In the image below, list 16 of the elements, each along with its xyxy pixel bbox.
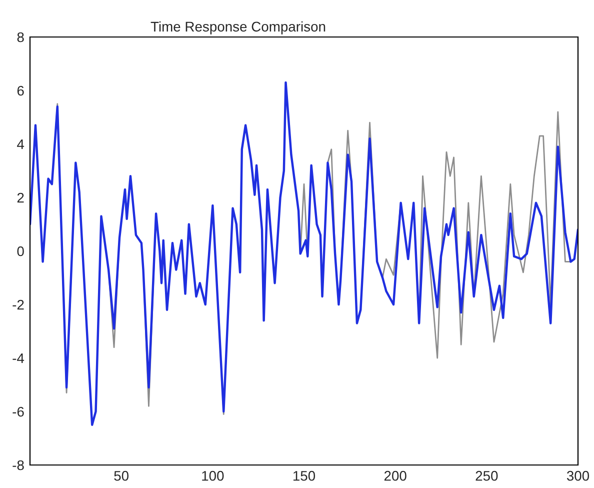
y-tick-label: -2: [12, 300, 24, 310]
x-tick-label: 300: [566, 470, 590, 481]
y-tick-label: 2: [17, 192, 24, 203]
y-tick-label: -4: [12, 353, 24, 364]
y-tick-label: 6: [17, 86, 24, 96]
y-tick-label: 0: [17, 246, 24, 256]
chart-title: Time Response Comparison: [150, 21, 326, 34]
x-tick-label: 200: [384, 470, 406, 481]
y-tick-label: 4: [17, 139, 24, 150]
x-tick-label: 50: [114, 470, 129, 481]
x-tick-label: 100: [202, 470, 224, 481]
y-tick-label: -6: [12, 406, 24, 417]
x-tick-label: 150: [293, 470, 316, 481]
y-tick-label: -8: [12, 460, 24, 470]
x-tick-label: 250: [476, 470, 498, 481]
y-tick-label: 8: [17, 32, 24, 42]
